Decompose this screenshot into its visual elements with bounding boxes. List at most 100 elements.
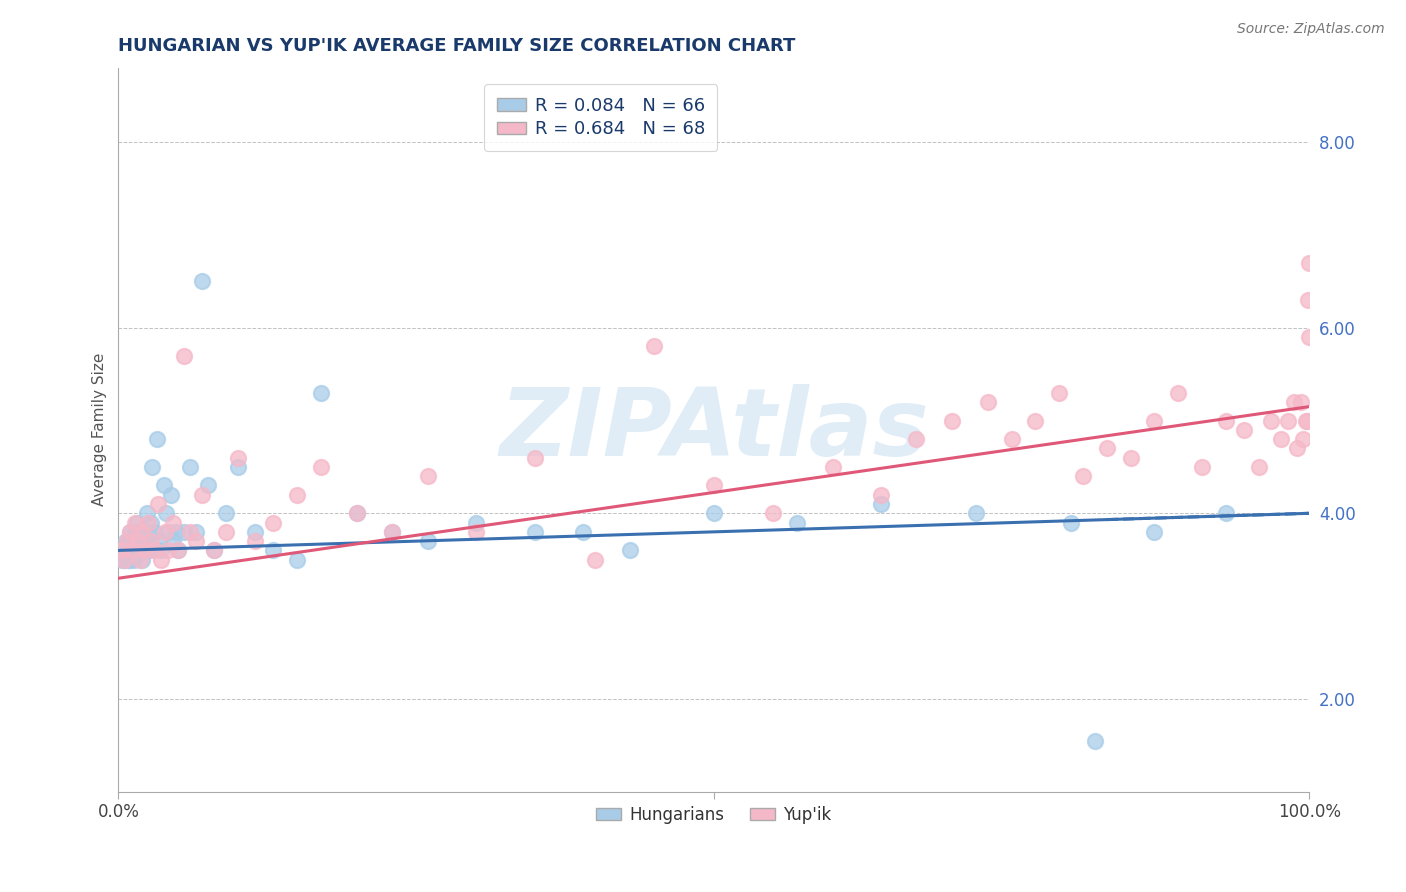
Point bbox=[127, 534, 149, 549]
Point bbox=[285, 488, 308, 502]
Point bbox=[115, 534, 138, 549]
Point bbox=[1215, 506, 1237, 520]
Point bbox=[226, 459, 249, 474]
Point bbox=[184, 524, 207, 539]
Text: HUNGARIAN VS YUP'IK AVERAGE FAMILY SIZE CORRELATION CHART: HUNGARIAN VS YUP'IK AVERAGE FAMILY SIZE … bbox=[118, 37, 796, 55]
Point bbox=[245, 534, 267, 549]
Point bbox=[125, 534, 148, 549]
Legend: Hungarians, Yup'ik: Hungarians, Yup'ik bbox=[589, 799, 838, 830]
Point bbox=[1143, 524, 1166, 539]
Point bbox=[179, 459, 201, 474]
Point bbox=[762, 506, 785, 520]
Point bbox=[416, 469, 439, 483]
Point bbox=[464, 516, 486, 530]
Point bbox=[118, 534, 141, 549]
Point bbox=[1167, 385, 1189, 400]
Point bbox=[643, 339, 665, 353]
Point bbox=[128, 524, 150, 539]
Point bbox=[129, 534, 152, 549]
Point bbox=[1298, 256, 1320, 270]
Point bbox=[1296, 293, 1319, 307]
Point bbox=[143, 543, 166, 558]
Point bbox=[869, 497, 891, 511]
Point bbox=[141, 459, 163, 474]
Point bbox=[1191, 459, 1213, 474]
Point bbox=[1295, 413, 1317, 427]
Point bbox=[1292, 432, 1315, 446]
Point bbox=[262, 516, 284, 530]
Point bbox=[1298, 330, 1320, 344]
Point bbox=[1119, 450, 1142, 465]
Point bbox=[179, 524, 201, 539]
Point bbox=[941, 413, 963, 427]
Point bbox=[786, 516, 808, 530]
Point bbox=[150, 552, 173, 566]
Point bbox=[197, 478, 219, 492]
Point bbox=[1024, 413, 1046, 427]
Point bbox=[1060, 516, 1083, 530]
Point bbox=[124, 516, 146, 530]
Point bbox=[1286, 442, 1309, 456]
Point bbox=[117, 552, 139, 566]
Point bbox=[155, 506, 177, 520]
Point bbox=[134, 543, 156, 558]
Point bbox=[1277, 413, 1299, 427]
Point bbox=[114, 534, 136, 549]
Point bbox=[143, 524, 166, 539]
Point bbox=[1289, 395, 1312, 409]
Point bbox=[136, 516, 159, 530]
Point bbox=[1295, 413, 1317, 427]
Point bbox=[977, 395, 1000, 409]
Point bbox=[173, 524, 195, 539]
Point bbox=[1071, 469, 1094, 483]
Point bbox=[157, 543, 180, 558]
Point bbox=[1000, 432, 1022, 446]
Point bbox=[165, 524, 187, 539]
Point bbox=[214, 524, 236, 539]
Point bbox=[346, 506, 368, 520]
Point bbox=[619, 543, 641, 558]
Point bbox=[120, 552, 142, 566]
Point bbox=[112, 552, 135, 566]
Point bbox=[1215, 413, 1237, 427]
Point bbox=[121, 543, 143, 558]
Point bbox=[122, 552, 145, 566]
Point bbox=[148, 534, 170, 549]
Point bbox=[157, 524, 180, 539]
Point bbox=[381, 524, 404, 539]
Point bbox=[1260, 413, 1282, 427]
Point bbox=[191, 274, 214, 288]
Point bbox=[112, 552, 135, 566]
Point bbox=[120, 524, 142, 539]
Point bbox=[309, 385, 332, 400]
Point bbox=[226, 450, 249, 465]
Point bbox=[135, 534, 157, 549]
Point bbox=[127, 516, 149, 530]
Point bbox=[202, 543, 225, 558]
Point bbox=[905, 432, 928, 446]
Point bbox=[524, 524, 547, 539]
Y-axis label: Average Family Size: Average Family Size bbox=[93, 353, 107, 507]
Point bbox=[167, 543, 190, 558]
Point bbox=[162, 516, 184, 530]
Point bbox=[869, 488, 891, 502]
Point bbox=[131, 552, 153, 566]
Point bbox=[821, 459, 844, 474]
Point bbox=[115, 543, 138, 558]
Point bbox=[153, 524, 176, 539]
Point bbox=[139, 534, 162, 549]
Point bbox=[191, 488, 214, 502]
Point bbox=[202, 543, 225, 558]
Point bbox=[139, 516, 162, 530]
Point bbox=[125, 543, 148, 558]
Point bbox=[572, 524, 595, 539]
Point bbox=[152, 478, 174, 492]
Point bbox=[1084, 733, 1107, 747]
Point bbox=[134, 543, 156, 558]
Point bbox=[131, 524, 153, 539]
Point bbox=[136, 524, 159, 539]
Point bbox=[146, 497, 169, 511]
Point bbox=[128, 552, 150, 566]
Point bbox=[464, 524, 486, 539]
Point bbox=[245, 524, 267, 539]
